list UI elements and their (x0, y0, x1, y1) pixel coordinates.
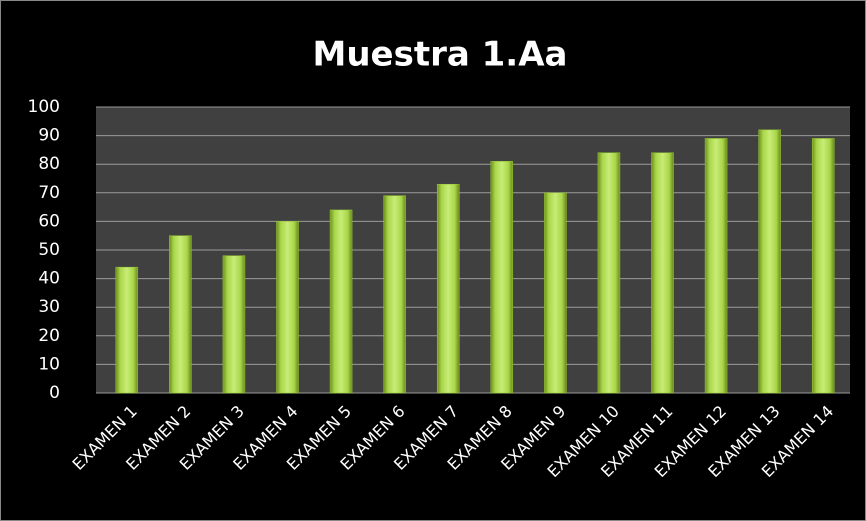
y-tick-label: 10 (38, 354, 60, 374)
bar (651, 152, 674, 394)
bar (436, 183, 460, 394)
y-tick-label: 20 (38, 326, 60, 346)
y-tick-label: 80 (38, 154, 60, 174)
y-tick-label: 60 (38, 211, 60, 231)
y-tick-label: 0 (49, 383, 60, 403)
bar (169, 235, 192, 394)
y-tick-label: 50 (38, 240, 60, 260)
y-tick-label: 100 (28, 97, 60, 117)
bar (329, 209, 353, 394)
bar (544, 192, 567, 394)
bar (758, 129, 781, 394)
bar (597, 152, 621, 394)
bar (490, 161, 514, 394)
bar (115, 266, 139, 394)
y-tick-label: 30 (38, 297, 60, 317)
bar (383, 195, 406, 394)
bar (276, 221, 299, 394)
y-tick-label: 90 (38, 126, 60, 146)
y-tick-label: 40 (38, 269, 60, 289)
bar (811, 138, 835, 394)
bar (222, 255, 246, 394)
chart-title: Muestra 1.Aa (313, 35, 568, 75)
y-tick-label: 70 (38, 183, 60, 203)
bar (704, 138, 728, 394)
